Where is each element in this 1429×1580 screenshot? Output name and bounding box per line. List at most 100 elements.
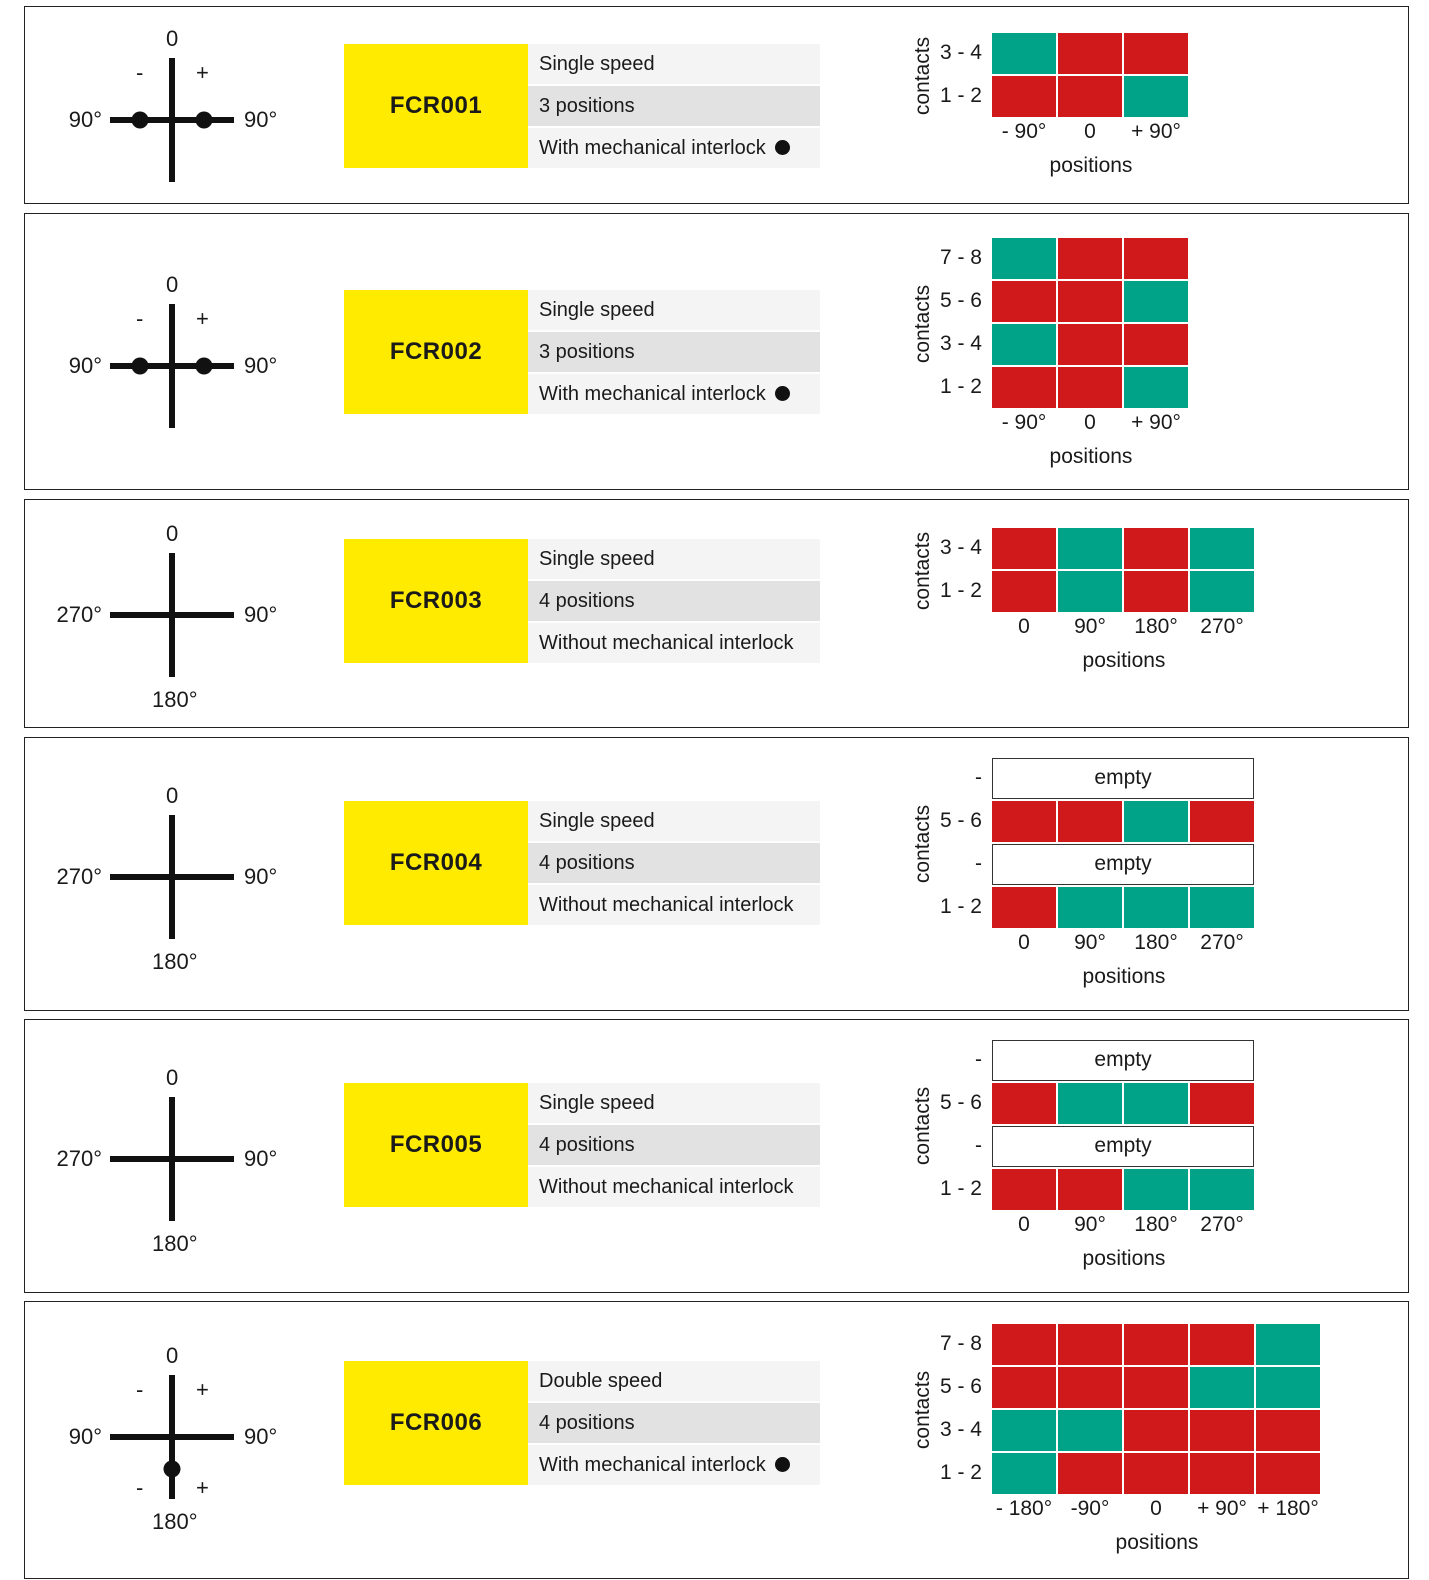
spec-item-label: Single speed	[539, 810, 655, 832]
contact-cell-closed	[1124, 76, 1188, 117]
detent-dot-left	[131, 357, 149, 375]
spec-item-label: With mechanical interlock	[539, 383, 766, 405]
position-column-label: 0	[1018, 931, 1030, 954]
contact-cell-open	[1124, 33, 1188, 74]
spec-item: 4 positions	[528, 581, 820, 621]
diagram-label-plus: +	[196, 306, 209, 331]
detent-dot-right	[195, 111, 213, 129]
position-diagram	[110, 815, 234, 939]
contact-cell-closed	[1124, 1083, 1188, 1124]
diagram-label-bottom: 180°	[152, 687, 198, 712]
switch-panel-fcr001: 0 90° 90° - + FCR001 Single speed 3 positions Wi…	[24, 6, 1409, 204]
spec-item: With mechanical interlock	[528, 374, 820, 414]
interlock-bullet-icon	[774, 1457, 790, 1472]
chart-x-title: positions	[1082, 649, 1166, 672]
position-column-label: 0	[1018, 1213, 1030, 1236]
spec-item: 4 positions	[528, 843, 820, 883]
spec-item-label: 3 positions	[539, 341, 635, 363]
position-column-label: 270°	[1200, 1213, 1244, 1236]
contact-row-label: 3 - 4	[939, 536, 982, 559]
contact-cell-closed	[1124, 281, 1188, 322]
contact-row-label: 3 - 4	[939, 1418, 982, 1441]
diagram-label-bottom-minus: -	[136, 1475, 144, 1500]
spec-item-label: 3 positions	[539, 95, 635, 117]
position-column-label: + 90°	[1131, 120, 1181, 143]
diagram-label-left: 270°	[56, 602, 102, 627]
spec-item: Single speed	[528, 44, 820, 84]
spec-item: Single speed	[528, 290, 820, 330]
contact-row-label: -	[975, 766, 982, 789]
contact-cell-open	[1190, 1410, 1254, 1451]
spec-item: Single speed	[528, 1083, 820, 1123]
chart-x-title: positions	[1049, 154, 1133, 177]
position-diagram	[110, 304, 234, 428]
product-code: FCR003	[344, 539, 528, 663]
switch-panel-fcr005: 0 180° 270° 90° FCR005 Single speed 4 position…	[24, 1019, 1409, 1293]
contact-cell-open	[1124, 238, 1188, 279]
position-column-label: - 90°	[1001, 120, 1047, 143]
spec-item: Single speed	[528, 801, 820, 841]
contact-cell-open	[1124, 528, 1188, 569]
empty-row-bar: empty	[992, 844, 1254, 885]
contact-cell-open	[1190, 1453, 1254, 1494]
spec-item-label: Single speed	[539, 548, 655, 570]
spec-item-label: 4 positions	[539, 1412, 635, 1434]
product-code: FCR002	[344, 290, 528, 414]
spec-item: With mechanical interlock	[528, 1445, 820, 1485]
empty-row-bar: empty	[992, 1040, 1254, 1081]
contact-cell-closed	[1190, 1367, 1254, 1408]
spec-item-label: 4 positions	[539, 852, 635, 874]
spec-item-label: Double speed	[539, 1370, 663, 1392]
contact-cell-open	[992, 528, 1056, 569]
chart-y-title: contacts	[911, 36, 934, 116]
position-column-label: - 180°	[995, 1497, 1053, 1520]
contact-cell-closed	[1058, 1410, 1122, 1451]
chart-y-title: contacts	[911, 284, 934, 364]
position-column-label: 180°	[1134, 931, 1178, 954]
contact-cell-closed	[1124, 1169, 1188, 1210]
position-column-label: 270°	[1200, 615, 1244, 638]
contact-cell-closed	[992, 33, 1056, 74]
position-column-label: + 90°	[1131, 411, 1181, 434]
position-column-label: 0	[1018, 615, 1030, 638]
chart-x-title: positions	[1115, 1531, 1199, 1554]
contact-cell-closed	[992, 1453, 1056, 1494]
product-code: FCR001	[344, 44, 528, 168]
spec-item: With mechanical interlock	[528, 128, 820, 168]
diagram-label-plus: +	[196, 1377, 209, 1402]
contact-cell-open	[1124, 324, 1188, 365]
contact-cell-open	[992, 76, 1056, 117]
detent-dot-bottom	[163, 1460, 181, 1478]
diagram-label-right: 90°	[244, 1146, 278, 1171]
contact-cell-open	[1058, 801, 1122, 842]
contact-cell-open	[1058, 33, 1122, 74]
position-column-label: -90°	[1070, 1497, 1110, 1520]
diagram-label-top: 0	[166, 26, 179, 51]
diagram-label-plus: +	[196, 60, 209, 85]
contact-cell-closed	[1124, 801, 1188, 842]
contact-row-label: 5 - 6	[939, 1375, 982, 1398]
contact-cell-closed	[1256, 1324, 1320, 1365]
spec-item: Without mechanical interlock	[528, 885, 820, 925]
contact-cell-open	[1124, 571, 1188, 612]
spec-list: Single speed 4 positions Without mechanica…	[528, 539, 820, 665]
contact-cell-closed	[1190, 887, 1254, 928]
position-column-label: 90°	[1074, 1213, 1106, 1236]
diagram-label-bottom: 180°	[152, 1509, 198, 1534]
position-diagram	[110, 58, 234, 182]
contact-cell-closed	[1190, 571, 1254, 612]
spec-list: Single speed 4 positions Without mechanica…	[528, 1083, 820, 1209]
contact-cell-closed	[1124, 367, 1188, 408]
contact-cell-open	[992, 887, 1056, 928]
spec-item-label: Without mechanical interlock	[539, 1176, 794, 1198]
spec-item-label: Without mechanical interlock	[539, 894, 794, 916]
contact-cell-open	[1058, 281, 1122, 322]
diagram-label-minus: -	[136, 60, 144, 85]
contact-cell-closed	[1058, 1083, 1122, 1124]
contact-cell-open	[992, 1324, 1056, 1365]
spec-item-label: Single speed	[539, 53, 655, 75]
contact-cell-open	[1058, 76, 1122, 117]
contact-row-label: 3 - 4	[939, 332, 982, 355]
empty-row-bar: empty	[992, 758, 1254, 799]
diagram-label-top: 0	[166, 1343, 179, 1368]
